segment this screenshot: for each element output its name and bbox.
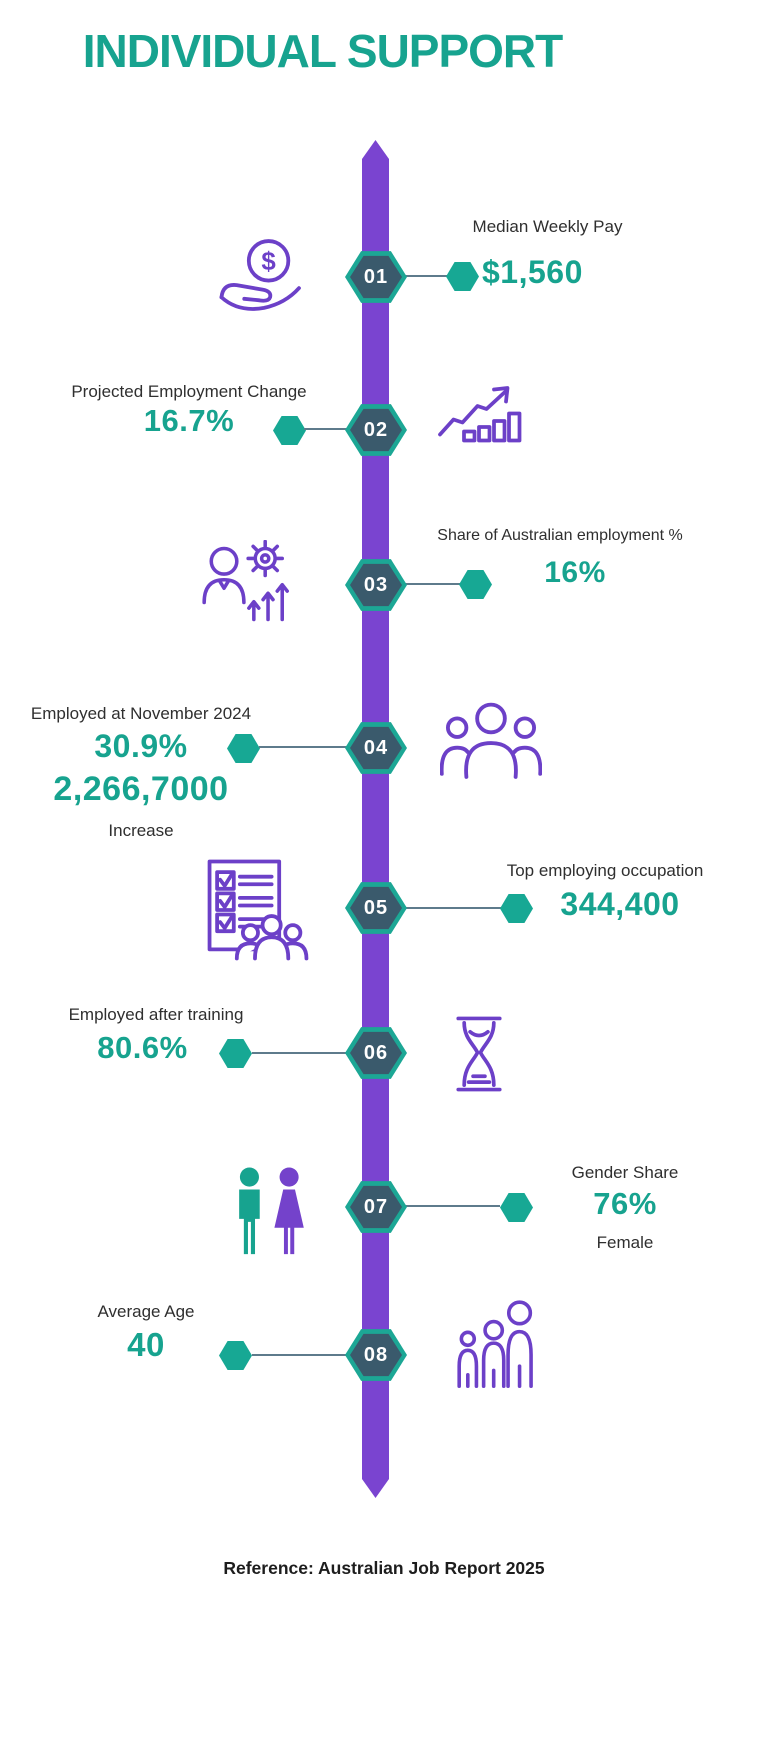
stat-label: Median Weekly Pay <box>472 217 623 236</box>
stat-value: $1,560 <box>482 254 583 290</box>
stat-label: Employed after training <box>68 1005 244 1024</box>
svg-text:$: $ <box>261 248 275 276</box>
stat-value: 16% <box>544 556 606 589</box>
connector-line <box>406 907 501 909</box>
node-number: 07 <box>363 1195 389 1218</box>
node-number: 02 <box>363 418 389 441</box>
stat-value-secondary: 2,266,7000 <box>53 770 229 808</box>
timeline-node-05: 05 <box>345 882 407 934</box>
node-number: 03 <box>363 573 389 596</box>
stat-label: Employed at November 2024 <box>30 704 252 723</box>
family-icon <box>452 1300 544 1392</box>
node-number: 08 <box>363 1343 389 1366</box>
timeline-node-04: 04 <box>345 722 407 774</box>
reference-text: Reference: Australian Job Report 2025 <box>223 1558 545 1578</box>
page-title: INDIVIDUAL SUPPORT <box>82 25 564 77</box>
timeline-node-07: 07 <box>345 1181 407 1233</box>
hexagon-bullet-icon <box>500 894 533 923</box>
node-number: 04 <box>363 736 389 759</box>
hexagon-bullet-icon <box>459 570 492 599</box>
person-gear-icon <box>198 539 304 628</box>
stat-value: 30.9% <box>94 728 188 764</box>
connector-line <box>404 583 460 585</box>
connector-line <box>252 1052 348 1054</box>
stat-label: Gender Share <box>571 1163 679 1182</box>
timeline-node-01: 01 <box>345 251 407 303</box>
connector-line <box>404 275 449 277</box>
timeline-node-06: 06 <box>345 1027 407 1079</box>
stat-value: 344,400 <box>560 886 680 922</box>
stat-value: 76% <box>593 1186 657 1221</box>
hourglass-icon <box>449 1014 509 1094</box>
gender-icon <box>230 1166 310 1260</box>
stat-sublabel: Increase <box>108 821 174 840</box>
timeline-node-03: 03 <box>345 559 407 611</box>
timeline-bar <box>362 140 389 1498</box>
node-number: 06 <box>363 1041 389 1064</box>
stat-value: 40 <box>127 1326 165 1363</box>
node-number: 05 <box>363 896 389 919</box>
stat-sublabel: Female <box>596 1233 654 1252</box>
timeline-node-08: 08 <box>345 1329 407 1381</box>
timeline-node-02: 02 <box>345 404 407 456</box>
stat-label: Average Age <box>97 1302 195 1321</box>
dollar-hand-icon: $ <box>215 238 310 314</box>
stat-value: 80.6% <box>97 1030 188 1065</box>
connector-line <box>404 1205 500 1207</box>
stat-label: Top employing occupation <box>506 861 704 880</box>
people-group-icon <box>439 700 543 780</box>
connector-line <box>304 428 348 430</box>
stat-value: 16.7% <box>143 403 235 438</box>
hexagon-bullet-icon <box>446 262 479 291</box>
stat-label: Share of Australian employment % <box>437 527 683 544</box>
connector-line <box>259 746 349 748</box>
stat-label: Projected Employment Change <box>71 382 307 401</box>
growth-chart-icon <box>437 380 533 444</box>
node-number: 01 <box>363 265 389 288</box>
connector-line <box>252 1354 350 1356</box>
checklist-people-icon <box>205 858 311 962</box>
